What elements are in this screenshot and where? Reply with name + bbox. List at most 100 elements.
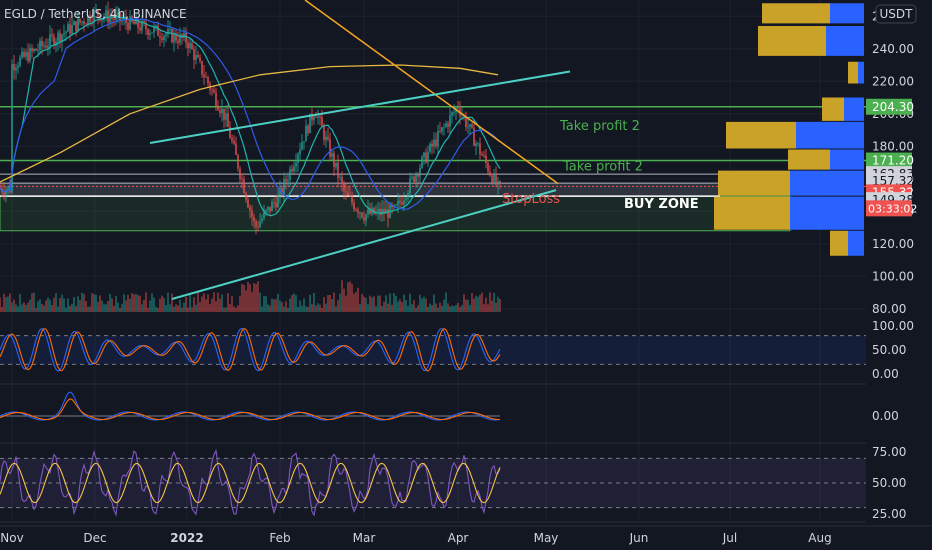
vp-blue-bar-2 — [858, 61, 864, 84]
candle-body — [475, 143, 477, 146]
volume-bar — [155, 306, 157, 312]
candle-body — [385, 209, 387, 214]
volume-bar — [89, 306, 91, 312]
volume-bar — [447, 303, 449, 312]
volume-bar — [401, 302, 403, 312]
candle-body — [35, 48, 37, 51]
volume-bar — [23, 302, 25, 312]
osc3-tick-1: 50.00 — [872, 476, 906, 490]
volume-bar — [357, 287, 359, 312]
candle-body — [347, 192, 349, 196]
candle-body — [85, 23, 87, 25]
volume-bar — [259, 292, 261, 312]
osc1-d-line — [0, 327, 501, 372]
volume-bar — [197, 292, 199, 312]
candle-body — [41, 40, 43, 47]
candle-body — [207, 77, 209, 84]
volume-bar — [101, 300, 103, 312]
currency-button[interactable]: USDT — [875, 4, 917, 24]
volume-bar — [287, 307, 289, 312]
volume-bar — [485, 297, 487, 312]
candle-body — [489, 171, 491, 176]
candle-body — [379, 208, 381, 215]
candle-body — [7, 186, 9, 190]
candle-body — [253, 217, 255, 222]
volume-bar — [47, 297, 49, 312]
candle-body — [155, 25, 157, 28]
volume-bar — [331, 299, 333, 312]
volume-bar — [61, 294, 63, 312]
candle-body — [167, 29, 169, 35]
volume-bar — [415, 307, 417, 312]
candle-body — [291, 169, 293, 172]
volume-bar — [379, 295, 381, 312]
oscillator-3-panel — [0, 448, 866, 517]
volume-bar — [185, 296, 187, 312]
volume-bar — [221, 294, 223, 312]
volume-bar — [411, 304, 413, 312]
time-tick-5: Apr — [448, 531, 469, 545]
candle-body — [45, 45, 47, 48]
volume-bar — [87, 306, 89, 312]
candle-body — [221, 108, 223, 113]
volume-bar — [165, 304, 167, 312]
volume-bar — [347, 282, 349, 312]
volume-bar — [439, 302, 441, 312]
volume-bar — [149, 300, 151, 312]
candle-body — [335, 162, 337, 168]
volume-bar — [193, 297, 195, 312]
candle-body — [407, 193, 409, 199]
candle-body — [327, 136, 329, 140]
annotation-2: StopLoss — [502, 192, 560, 207]
candle-body — [185, 32, 187, 43]
time-axis[interactable]: Nov Dec 2022 Feb Mar Apr May Jun Jul Aug — [0, 525, 932, 550]
volume-bar — [167, 292, 169, 312]
volume-bar — [321, 307, 323, 312]
candle-body — [259, 221, 261, 228]
candle-body — [365, 214, 367, 221]
volume-bar — [139, 295, 141, 312]
candle-body — [381, 208, 383, 215]
volume-bar — [45, 300, 47, 312]
volume-bar — [177, 305, 179, 312]
candle-body — [201, 61, 203, 75]
volume-bar — [261, 306, 263, 312]
candle-body — [429, 143, 431, 152]
price-axis[interactable]: 260.00240.00220.00200.00180.00160.00140.… — [866, 0, 932, 526]
volume-bar — [265, 296, 267, 312]
volume-bar — [293, 293, 295, 312]
volume-bar — [279, 300, 281, 312]
volume-bar — [211, 298, 213, 312]
volume-bar — [373, 296, 375, 312]
volume-bar — [31, 293, 33, 312]
volume-bar — [207, 294, 209, 312]
candle-body — [275, 202, 277, 208]
price-zones — [0, 106, 866, 232]
volume-bar — [355, 292, 357, 312]
candle-body — [269, 206, 271, 212]
volume-bar — [397, 301, 399, 312]
candle-body — [499, 181, 501, 183]
volume-bar — [33, 292, 35, 312]
volume-bar — [493, 292, 495, 312]
vp-blue-bar-4 — [796, 121, 864, 149]
volume-bar — [325, 303, 327, 312]
osc1-tick-0: 100.00 — [872, 319, 914, 333]
volume-bar — [333, 292, 335, 312]
volume-bar — [449, 306, 451, 312]
volume-bar — [469, 304, 471, 312]
price-tick-9: 80.00 — [872, 302, 906, 316]
volume-bar — [83, 293, 85, 312]
volume-bar — [475, 295, 477, 312]
volume-bar — [491, 300, 493, 312]
candle-body — [217, 106, 219, 111]
volume-bar — [153, 297, 155, 312]
candle-body — [215, 92, 217, 107]
volume-bar — [209, 303, 211, 312]
volume-bar — [323, 297, 325, 312]
annotation-0: Take profit 2 — [559, 119, 640, 134]
volume-bar — [319, 304, 321, 312]
price-tick-1: 240.00 — [872, 42, 914, 56]
candle-body — [479, 143, 481, 155]
